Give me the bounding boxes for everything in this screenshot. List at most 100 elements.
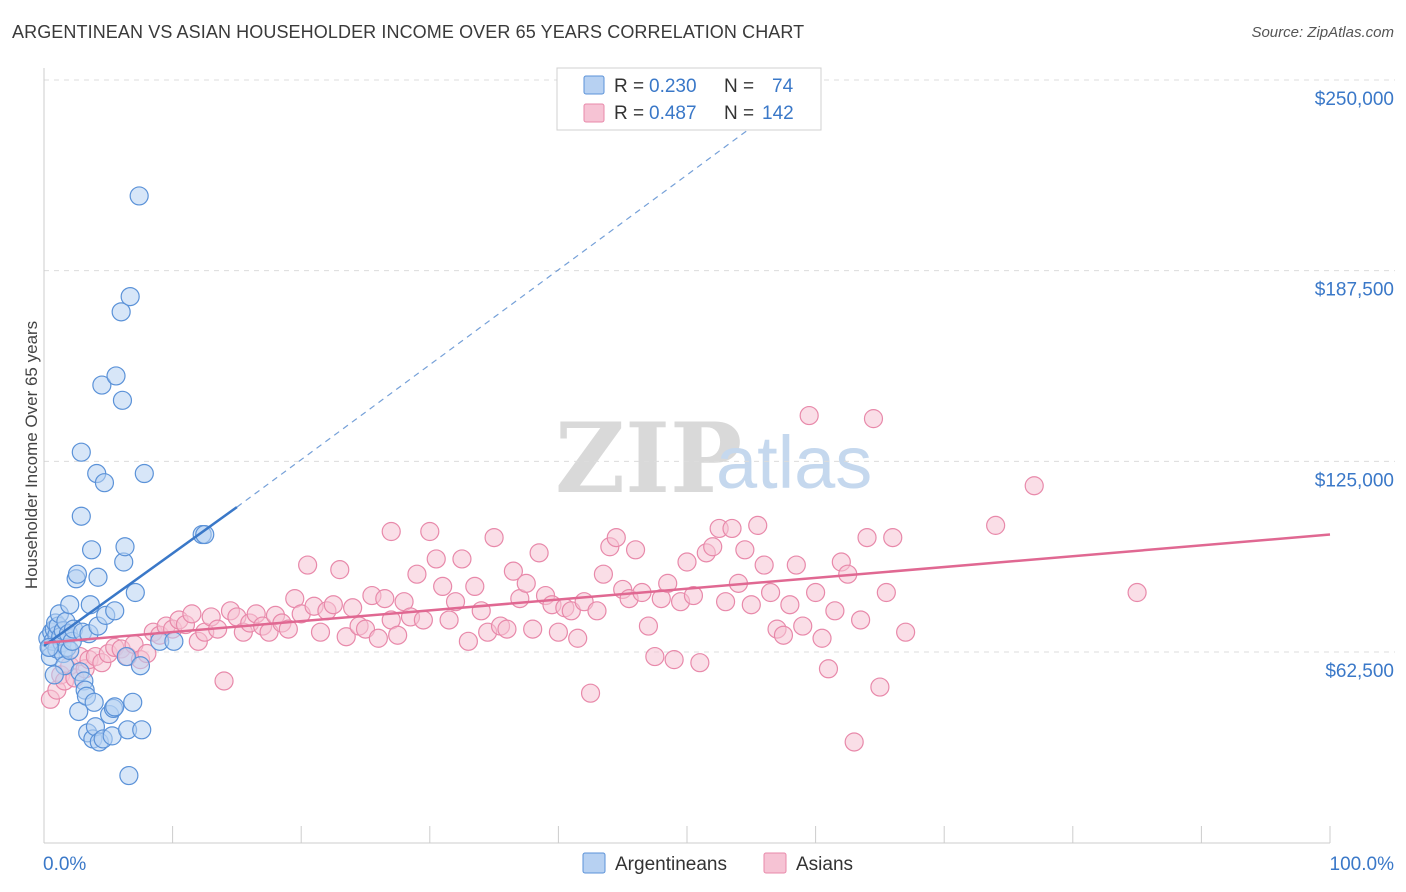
point-asian <box>420 521 440 542</box>
watermark-atlas: atlas <box>716 421 872 504</box>
point-asian <box>606 527 626 548</box>
point-asian <box>741 595 761 615</box>
point-asian <box>851 610 871 630</box>
point-asian <box>780 595 800 615</box>
grid <box>44 79 1395 653</box>
legend-swatch-argentineans <box>583 75 605 95</box>
point-argentinean <box>125 582 145 603</box>
point-asian <box>445 592 466 612</box>
point-asian <box>722 518 742 539</box>
point-asian <box>876 582 896 603</box>
point-asian <box>690 653 710 673</box>
point-asian <box>844 732 864 752</box>
point-asian <box>298 555 318 575</box>
point-asian <box>593 564 614 584</box>
point-asian <box>587 601 607 621</box>
point-argentinean <box>120 286 140 307</box>
point-asian <box>812 628 832 648</box>
point-asian <box>638 616 659 636</box>
point-argentinean <box>123 692 143 712</box>
point-asian <box>760 582 781 603</box>
point-asian <box>664 650 684 670</box>
point-asian <box>896 622 916 642</box>
point-asian <box>439 610 459 630</box>
legend-r-label-2: R = <box>614 103 644 124</box>
point-asian <box>214 671 234 691</box>
x-tick-left: 0.0% <box>43 854 86 875</box>
point-argentinean <box>130 656 151 676</box>
point-asian <box>986 515 1006 535</box>
point-argentinean <box>69 701 89 722</box>
legend-r-value-1: 0.230 <box>649 76 697 97</box>
legend-n-value-2: 142 <box>762 103 794 124</box>
point-asian <box>310 622 331 642</box>
point-argentinean <box>112 390 133 410</box>
point-argentinean <box>81 540 102 560</box>
point-asian <box>863 409 884 429</box>
point-asian <box>330 560 350 580</box>
point-argentinean <box>80 595 100 615</box>
point-asian <box>1127 582 1147 603</box>
point-asian <box>497 619 517 639</box>
point-asian <box>458 631 478 651</box>
point-asian <box>503 561 523 581</box>
point-argentinean <box>105 601 125 621</box>
point-asian <box>278 619 298 639</box>
point-asian <box>568 628 588 648</box>
legend-n-label-2: N = <box>724 103 754 124</box>
point-asian <box>323 595 343 615</box>
point-argentinean <box>106 366 126 386</box>
point-asian <box>799 405 819 426</box>
point-asian <box>818 659 839 679</box>
trendline-asians <box>43 533 1331 645</box>
point-asian <box>182 604 202 624</box>
point-asian <box>529 543 549 563</box>
point-asian <box>388 625 408 645</box>
point-argentinean <box>115 537 135 557</box>
point-argentinean <box>71 442 91 462</box>
point-argentinean <box>94 473 115 493</box>
point-asian <box>677 552 697 572</box>
point-asian <box>1024 476 1044 496</box>
point-asian <box>375 589 395 609</box>
point-argentinean <box>116 646 136 667</box>
point-asian <box>703 537 723 557</box>
point-asian <box>658 573 678 593</box>
bottom-legend-asians: Asians <box>796 854 853 875</box>
point-argentinean <box>44 665 64 685</box>
point-asian <box>548 622 569 642</box>
point-asian <box>426 549 446 569</box>
point-asian <box>883 527 903 548</box>
legend-r-value-2: 0.487 <box>649 103 697 124</box>
point-asian <box>336 627 356 647</box>
y-tick-label: $125,000 <box>1315 470 1394 491</box>
point-asian <box>793 616 813 636</box>
point-asian <box>407 564 427 584</box>
point-argentinean <box>60 595 80 615</box>
point-asian <box>748 515 768 535</box>
point-asian <box>516 573 536 593</box>
point-asian <box>683 585 704 606</box>
point-asian <box>786 555 806 575</box>
x-tick-right: 100.0% <box>1330 854 1395 875</box>
point-asian <box>343 598 363 618</box>
point-asian <box>381 521 401 542</box>
legend: R = 0.230 N = 74 R = 0.487 N = 142 <box>556 67 822 131</box>
point-asian <box>715 592 736 612</box>
legend-n-label-1: N = <box>724 76 754 97</box>
trendline-argentineans <box>43 506 238 647</box>
point-asian <box>625 540 646 560</box>
point-argentinean <box>84 692 104 712</box>
legend-r-label-1: R = <box>614 76 644 97</box>
point-argentinean <box>71 506 91 526</box>
bottom-legend-argentineans: Argentineans <box>615 854 727 875</box>
point-argentinean <box>111 302 131 322</box>
point-asian <box>645 646 665 667</box>
point-asian <box>523 619 543 639</box>
point-argentinean <box>105 697 125 717</box>
bottom-legend: Argentineans Asians <box>582 852 853 875</box>
legend-n-value-1: 74 <box>772 76 794 97</box>
point-asian <box>452 549 472 569</box>
y-tick-label: $62,500 <box>1325 661 1394 682</box>
